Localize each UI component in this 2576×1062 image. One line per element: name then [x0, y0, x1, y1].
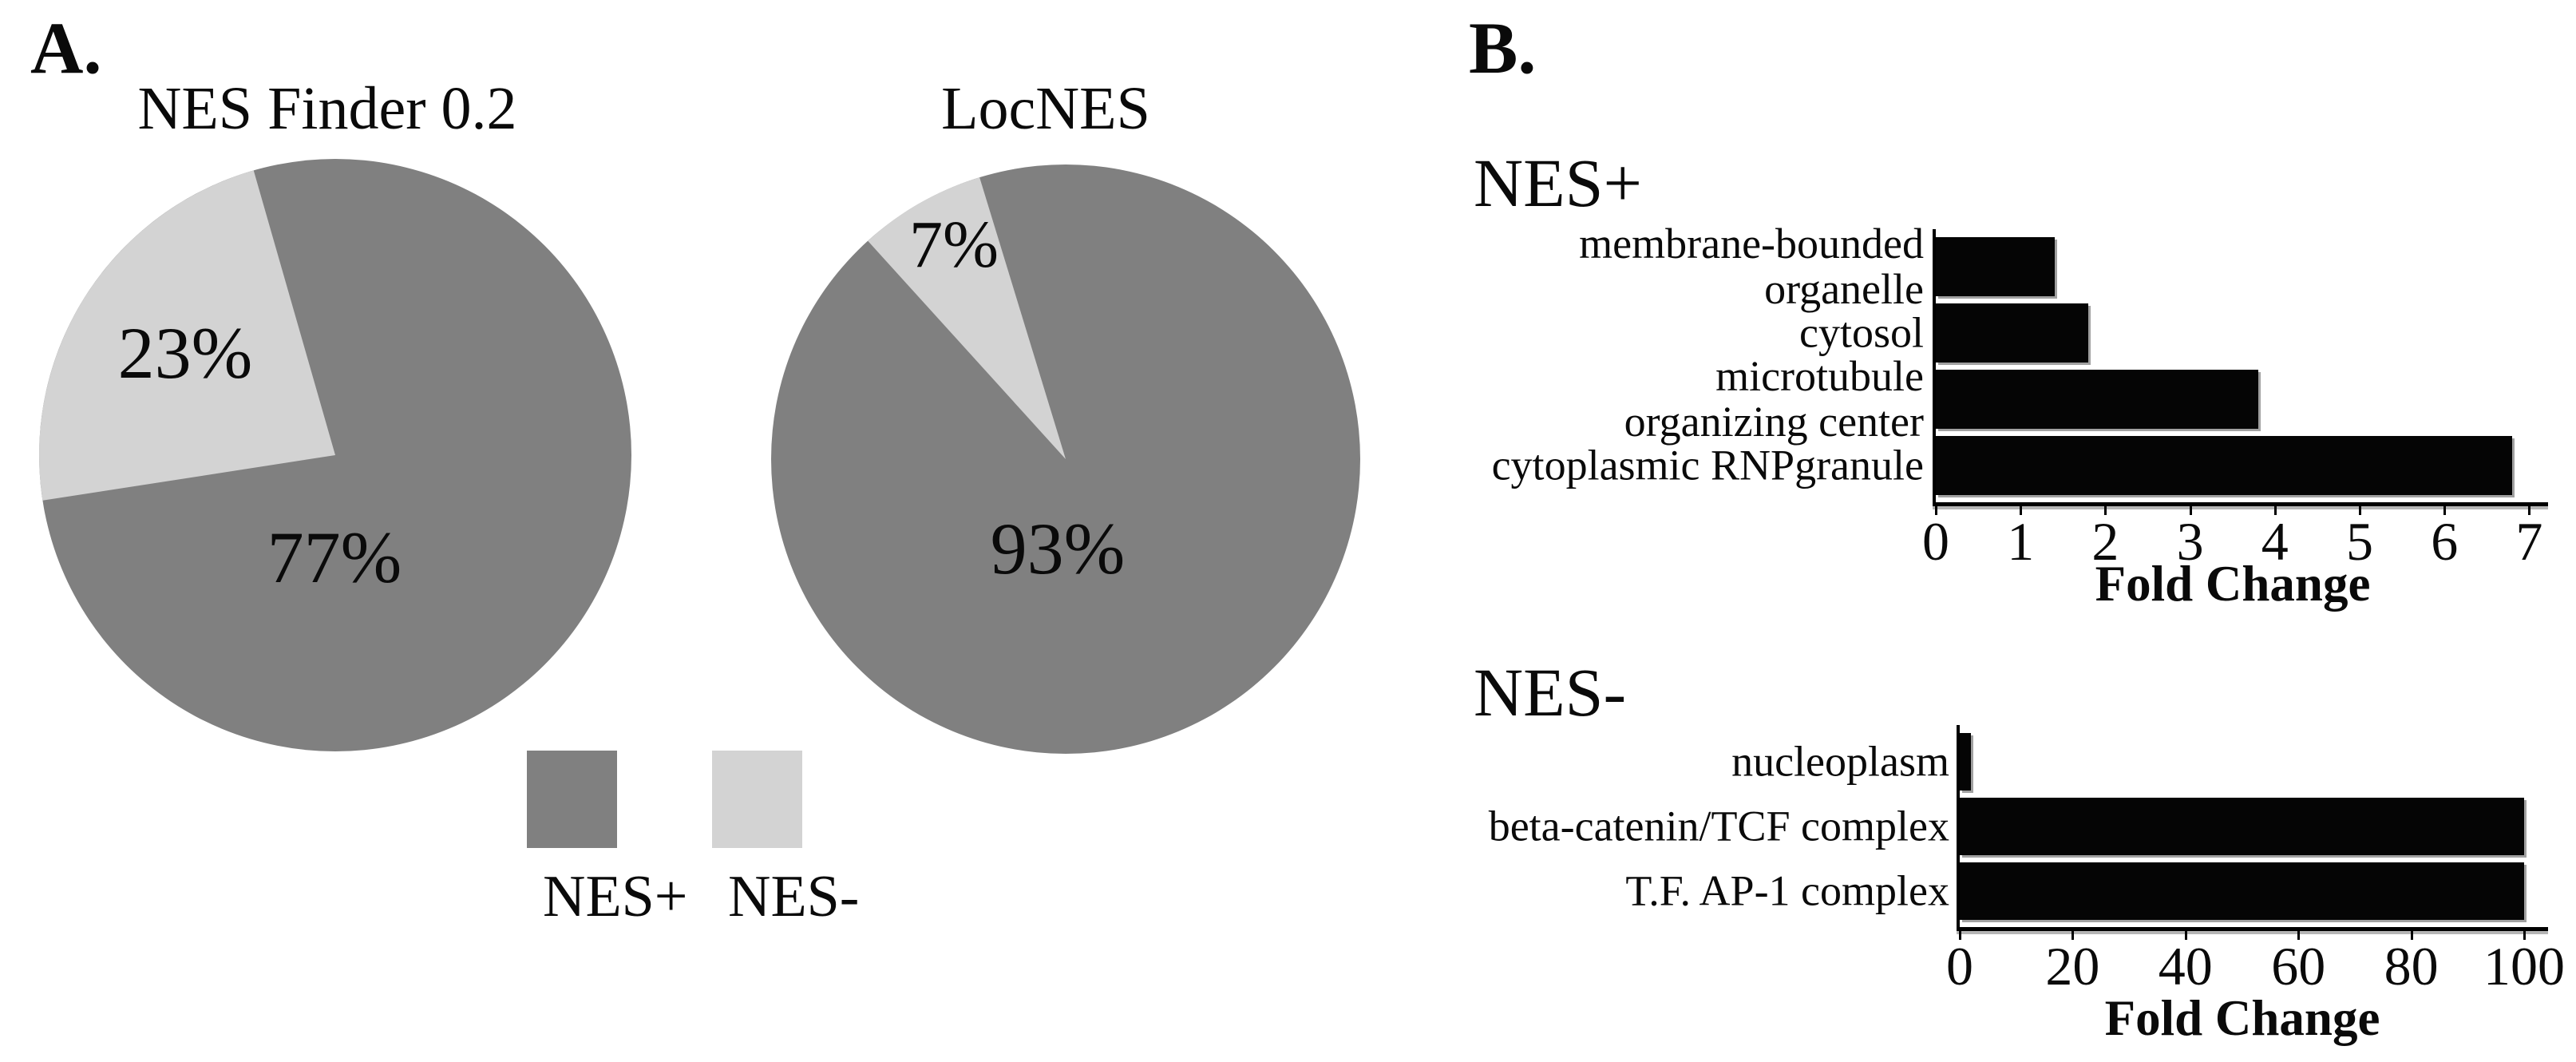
x-axis-tick — [2523, 931, 2526, 940]
x-axis-tick-label: 0 — [1922, 511, 1949, 572]
x-axis-title: Fold Change — [2095, 556, 2371, 612]
legend-swatch-nes-minus — [712, 751, 802, 848]
legend-swatch-nes-plus — [527, 751, 617, 848]
bar-category-label-line: microtubule — [1715, 351, 1924, 400]
panel-b-label: B. — [1469, 7, 1537, 89]
x-axis-tick-label: 100 — [2483, 936, 2565, 997]
bar-category-label: membrane-bounded organelle — [1579, 219, 1924, 313]
pie-chart-nes-finder — [39, 159, 631, 751]
x-axis-tick — [1959, 931, 1961, 940]
x-axis-tick — [2071, 931, 2075, 940]
bar — [1960, 862, 2524, 920]
bar-category-label: cytosol — [1799, 310, 1924, 355]
bar-category-label: T.F. AP-1 complex — [1625, 868, 1949, 913]
pie-slice-label-nes-minus: 7% — [909, 208, 999, 282]
bar-category-label-line: beta-catenin/TCF complex — [1488, 802, 1949, 850]
pie-slice-label-nes-minus: 23% — [117, 312, 253, 394]
bar-category-label-line: organelle — [1764, 265, 1924, 313]
x-axis-tick-label: 2 — [2091, 511, 2119, 572]
bar — [1936, 370, 2258, 429]
bar-category-label: cytoplasmic RNPgranule — [1492, 442, 1924, 488]
bar — [1936, 303, 2088, 363]
bar — [1960, 733, 1971, 791]
legend-label-nes-plus: NES+ — [543, 864, 688, 929]
x-axis-tick-label: 80 — [2384, 936, 2439, 997]
x-axis-tick — [2297, 931, 2301, 940]
x-axis-tick — [2528, 506, 2531, 515]
x-axis-tick-label: 20 — [2045, 936, 2100, 997]
x-axis-tick-label: 60 — [2271, 936, 2326, 997]
x-axis-title: Fold Change — [2104, 990, 2380, 1046]
x-axis-tick — [2104, 506, 2107, 515]
pie-chart-locnes — [771, 164, 1360, 754]
bar-category-label-line: organizing center — [1624, 398, 1924, 446]
bar — [1960, 798, 2524, 855]
bar — [1936, 237, 2055, 296]
pie-title-locnes: LocNES — [941, 75, 1150, 142]
bar-category-label: beta-catenin/TCF complex — [1489, 803, 1949, 849]
panel-a-label: A. — [30, 7, 102, 89]
bar-category-label-line: nucleoplasm — [1731, 737, 1949, 786]
pie-title-nes-finder: NES Finder 0.2 — [137, 75, 517, 142]
pie-slice-label-nes-plus: 77% — [267, 517, 402, 598]
x-axis-tick-label: 5 — [2346, 511, 2373, 572]
x-axis-tick-label: 40 — [2158, 936, 2213, 997]
pie-slice-label-nes-plus: 93% — [990, 508, 1126, 589]
y-axis-line — [1933, 229, 1936, 506]
x-axis-line — [1933, 502, 2548, 506]
x-axis-tick-label: 1 — [2007, 511, 2035, 572]
bar — [1936, 436, 2512, 495]
x-axis-line — [1957, 927, 2548, 931]
bar-category-label: microtubule organizing center — [1624, 351, 1924, 446]
bar-category-label-line: T.F. AP-1 complex — [1625, 866, 1949, 915]
x-axis-tick-label: 3 — [2176, 511, 2204, 572]
x-axis-tick — [2020, 506, 2023, 515]
bar-category-label-line: cytoplasmic RNPgranule — [1491, 441, 1924, 489]
x-axis-tick-label: 4 — [2261, 511, 2289, 572]
bar-category-label-line: membrane-bounded — [1579, 219, 1924, 267]
x-axis-tick — [1935, 506, 1937, 515]
x-axis-tick — [2359, 506, 2361, 515]
x-axis-tick — [2410, 931, 2413, 940]
section-heading-nes-plus: NES+ — [1474, 145, 1642, 221]
y-axis-line — [1957, 725, 1960, 931]
x-axis-tick — [2184, 931, 2187, 940]
pie-slice-NES- — [868, 177, 1066, 459]
pie-slice-NES- — [39, 170, 336, 501]
legend-label-nes-minus: NES- — [728, 864, 860, 929]
x-axis-tick-label: 6 — [2431, 511, 2459, 572]
section-heading-nes-minus: NES- — [1474, 654, 1627, 731]
x-axis-tick-label: 7 — [2515, 511, 2543, 572]
bar-category-label: nucleoplasm — [1731, 739, 1949, 784]
x-axis-tick — [2443, 506, 2447, 515]
x-axis-tick — [2189, 506, 2192, 515]
bar-category-label-line: cytosol — [1799, 308, 1924, 357]
x-axis-tick-label: 0 — [1946, 936, 1973, 997]
x-axis-tick — [2273, 506, 2277, 515]
